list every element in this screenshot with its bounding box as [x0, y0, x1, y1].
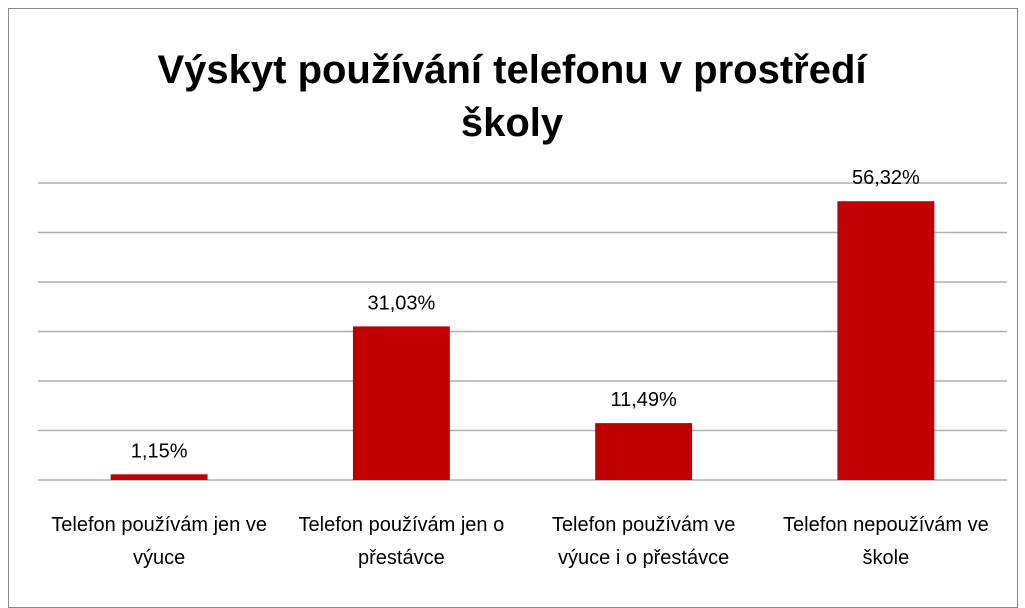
x-tick-label: Telefon používám ve výuce i o přestávce — [551, 514, 736, 569]
x-tick-label: Telefon používám jen ve výuce — [51, 514, 267, 569]
chart: 1,15% 31,03% 11,49% 56,32% Výskyt používání… — [8, 8, 1018, 608]
data-label: 31,03% — [367, 292, 435, 314]
bar — [110, 474, 208, 480]
chart-title: Výskyt používání telefonu v prostředí šk… — [157, 48, 867, 145]
plot: 1,15% 31,03% 11,49% 56,32% — [38, 167, 1007, 481]
bar — [837, 201, 935, 480]
x-tick-label: Telefon nepoužívám ve škole — [783, 514, 989, 569]
bar — [595, 423, 693, 480]
x-tick-label: Telefon používám jen o přestávce — [298, 514, 505, 569]
data-label: 1,15% — [131, 440, 188, 462]
data-label: 56,32% — [852, 167, 920, 189]
data-label: 11,49% — [610, 389, 677, 411]
bar — [352, 326, 450, 480]
